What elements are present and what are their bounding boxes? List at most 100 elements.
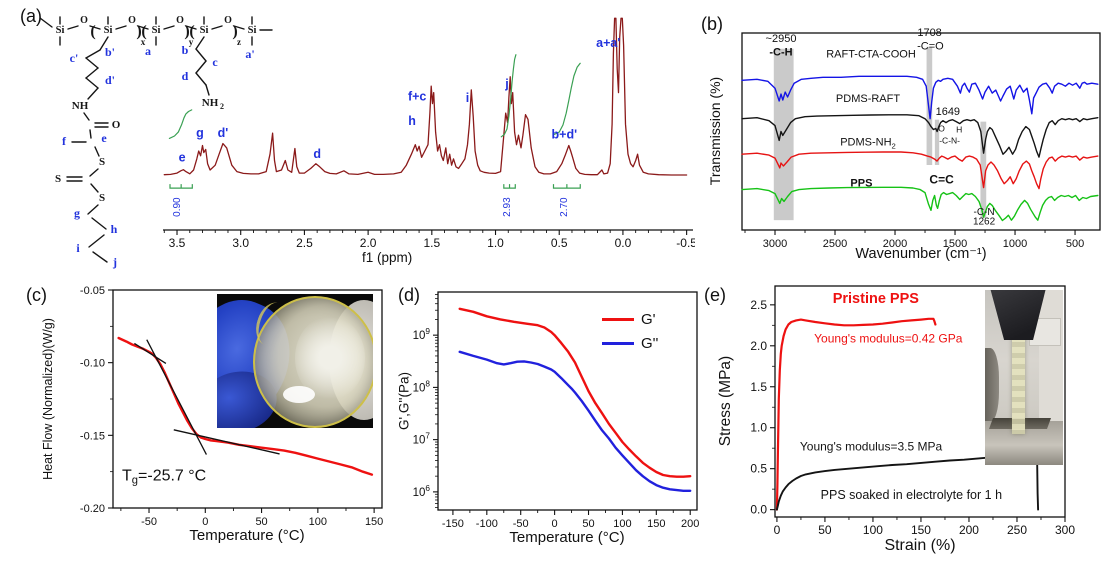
svg-text:i: i <box>466 91 469 105</box>
svg-text:H: H <box>956 124 962 134</box>
svg-text:100: 100 <box>309 516 327 528</box>
svg-text:-C-H: -C-H <box>769 47 792 59</box>
legend-line-g-prime <box>602 318 634 321</box>
legend-entry-g-double-prime: G'' <box>602 335 658 352</box>
svg-text:1.5: 1.5 <box>750 380 767 394</box>
svg-text:-50: -50 <box>141 516 157 528</box>
svg-text:d: d <box>182 69 189 83</box>
legend-label-g-double-prime: G'' <box>641 335 659 352</box>
svg-text:2.0: 2.0 <box>360 236 377 250</box>
svg-text:0.0: 0.0 <box>750 503 767 517</box>
svg-text:100: 100 <box>613 518 631 530</box>
panel-label-b: (b) <box>701 14 723 34</box>
svg-text:O: O <box>128 15 136 26</box>
legend-label-g-prime: G' <box>641 311 656 328</box>
ftir-x-axis-label: Wavenumber (cm⁻¹) <box>855 246 987 262</box>
svg-text:j: j <box>504 77 508 91</box>
svg-text:106: 106 <box>413 484 431 499</box>
svg-text:0.5: 0.5 <box>551 236 568 250</box>
panel-b-ftir: (b) 3000 2500 2000 1500 1000 500 ~2950 -C-H RAFT… <box>695 0 1107 275</box>
svg-text:~2950: ~2950 <box>766 33 797 45</box>
svg-text:Si: Si <box>200 25 209 36</box>
svg-text:200: 200 <box>681 518 699 530</box>
svg-text:2.0: 2.0 <box>750 339 767 353</box>
svg-text:O: O <box>176 15 184 26</box>
svg-text:O: O <box>80 15 88 26</box>
svg-text:y: y <box>189 37 194 47</box>
svg-text:Young's modulus=3.5 MPa: Young's modulus=3.5 MPa <box>800 440 943 454</box>
svg-text:h: h <box>408 114 416 128</box>
svg-text:0: 0 <box>202 516 208 528</box>
svg-text:j: j <box>112 255 117 269</box>
svg-text:(: ( <box>90 23 95 40</box>
svg-text:c: c <box>212 55 218 69</box>
svg-text:2.5: 2.5 <box>296 236 313 250</box>
svg-text:0: 0 <box>552 518 558 530</box>
svg-text:500: 500 <box>1066 238 1084 250</box>
svg-text:): ) <box>232 23 237 40</box>
panel-label-d: (d) <box>398 285 420 305</box>
svg-text:-C-N-: -C-N- <box>939 135 960 145</box>
ftir-y-axis-label: Transmission (%) <box>707 76 723 186</box>
panel-e-tensile: (e) 0 50 100 150 200 250 300 0.0 0.5 1.0 1.5 2.0 2.5… <box>700 275 1107 568</box>
tensile-y-axis-label: Stress (MPa) <box>717 355 734 447</box>
svg-text:Si: Si <box>56 25 65 36</box>
svg-text:S: S <box>99 192 105 204</box>
svg-text:Si: Si <box>152 25 161 36</box>
svg-text:i: i <box>76 241 80 255</box>
svg-text:(: ( <box>189 23 194 40</box>
nmr-spectrum-chart: 3.5 3.0 2.5 2.0 1.5 1.0 0.5 0.0 -0.5 eg d' d f+c h i j b… <box>163 17 695 250</box>
svg-text:200: 200 <box>959 523 979 537</box>
panel-d-rheology: (d) -150 -100 -50 0 50 100 150 200 106 107 108 109 … <box>390 275 700 568</box>
svg-text:3.0: 3.0 <box>232 236 249 250</box>
svg-text:0: 0 <box>774 523 781 537</box>
svg-text:3.5: 3.5 <box>169 236 186 250</box>
svg-text:f+c: f+c <box>408 89 426 103</box>
svg-text:e: e <box>101 131 107 145</box>
svg-text:50: 50 <box>818 523 832 537</box>
svg-text:1708: 1708 <box>917 27 941 39</box>
svg-text:PPS: PPS <box>850 178 872 190</box>
legend: G' G'' <box>602 311 658 359</box>
svg-text:): ) <box>136 23 141 40</box>
membrane-highlight <box>295 316 365 400</box>
svg-text:(: ( <box>141 23 146 40</box>
svg-text:PDMS-NH2: PDMS-NH2 <box>840 136 896 150</box>
svg-text:-0.5: -0.5 <box>676 236 695 250</box>
svg-text:-100: -100 <box>476 518 498 530</box>
svg-text:a: a <box>145 44 151 58</box>
machine-arm <box>985 348 999 422</box>
svg-text:2.5: 2.5 <box>750 298 767 312</box>
svg-text:Tg=-25.7 °C: Tg=-25.7 °C <box>122 467 206 486</box>
svg-text:PDMS-RAFT: PDMS-RAFT <box>836 93 900 105</box>
svg-text:a': a' <box>245 47 254 61</box>
svg-text:1000: 1000 <box>1003 238 1027 250</box>
svg-text:2500: 2500 <box>823 238 847 250</box>
svg-text:f: f <box>62 134 67 148</box>
panel-label-e: (e) <box>704 285 726 305</box>
svg-text:Si: Si <box>248 25 257 36</box>
rheology-chart: -150 -100 -50 0 50 100 150 200 106 107 108 109 <box>413 291 699 530</box>
svg-text:100: 100 <box>863 523 883 537</box>
legend-line-g-double-prime <box>602 342 634 345</box>
svg-text:): ) <box>184 23 189 40</box>
svg-text:1649: 1649 <box>936 106 960 118</box>
svg-text:O: O <box>224 15 232 26</box>
rheology-x-axis-label: Temperature (°C) <box>509 529 625 546</box>
svg-text:-0.10: -0.10 <box>80 358 105 370</box>
svg-text:250: 250 <box>1007 523 1027 537</box>
svg-text:-50: -50 <box>513 518 529 530</box>
svg-text:1.0: 1.0 <box>750 421 767 435</box>
svg-text:-0.05: -0.05 <box>80 285 105 297</box>
svg-text:d': d' <box>218 126 229 140</box>
svg-text:e: e <box>179 150 186 164</box>
svg-text:2.93: 2.93 <box>502 197 513 217</box>
svg-text:1.5: 1.5 <box>423 236 440 250</box>
svg-text:S: S <box>55 173 61 185</box>
svg-text:g: g <box>74 206 80 220</box>
tensile-test-photo-inset <box>985 290 1063 465</box>
svg-text:RAFT-CTA-COOH: RAFT-CTA-COOH <box>826 49 916 61</box>
svg-text:1500: 1500 <box>943 238 967 250</box>
svg-text:z: z <box>237 37 241 47</box>
